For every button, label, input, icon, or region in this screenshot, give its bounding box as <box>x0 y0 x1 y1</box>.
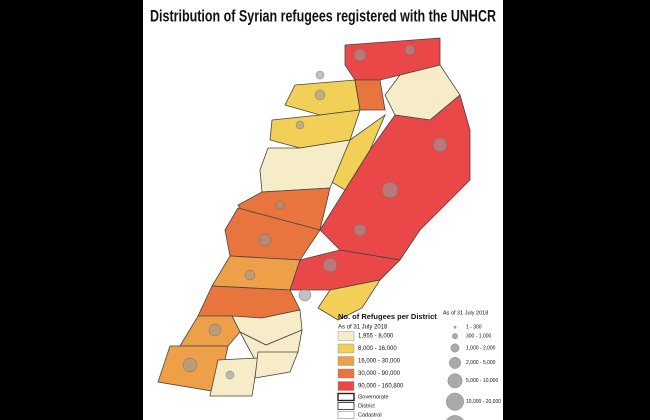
size-label: 1,000 - 2,000 <box>466 345 496 351</box>
district <box>209 357 259 397</box>
district <box>317 279 381 321</box>
refugee-circle <box>315 70 325 80</box>
circle-legend: As of 31 July 2018 1 - 300 300 - 1,000 1,0… <box>443 310 501 420</box>
refugee-circles <box>182 44 448 380</box>
boundary-label: Cadastral <box>358 412 382 418</box>
size-label: 10,000 - 20,000 <box>466 399 501 405</box>
legend-swatch <box>337 331 355 341</box>
district <box>344 37 441 81</box>
refugee-circle <box>314 89 326 101</box>
refugee-circle <box>258 233 272 247</box>
legend-subtitle: As of 31 July 2018 <box>338 325 388 331</box>
district <box>354 79 386 111</box>
legend-swatch <box>337 381 355 391</box>
refugee-circle <box>244 269 256 281</box>
refugee-circle <box>353 48 367 62</box>
size-symbol <box>453 325 457 329</box>
boundary-label: District <box>358 403 375 409</box>
refugee-circle <box>225 370 235 380</box>
size-label: 1 - 300 <box>466 325 482 331</box>
legend-label: 90,000 - 160,800 <box>358 384 404 390</box>
refugee-circle <box>432 137 448 153</box>
title: Distribution of Syrian refugees register… <box>150 7 496 25</box>
refugee-circle <box>182 357 198 373</box>
boundary-swatch <box>337 411 355 419</box>
size-label: 300 - 1,000 <box>466 333 492 339</box>
size-symbol <box>449 356 461 369</box>
refugee-circle <box>381 181 399 199</box>
refugee-circle <box>275 200 285 210</box>
refugee-circle <box>353 223 367 237</box>
size-symbol <box>447 373 463 389</box>
districts <box>157 37 471 397</box>
legend-title: No. of Refugees per District <box>338 312 437 321</box>
legend-label: 16,000 - 30,000 <box>358 359 401 365</box>
legend-swatch <box>337 368 355 379</box>
legend-label: 1,955 - 8,000 <box>358 334 394 340</box>
refugee-circle <box>404 44 416 56</box>
boundary-swatch <box>337 392 355 402</box>
refugee-circle <box>298 288 312 302</box>
size-symbol <box>446 392 464 411</box>
boundary-swatch <box>337 402 355 410</box>
size-symbol <box>446 415 464 420</box>
district <box>254 351 299 379</box>
refugee-circle <box>208 323 222 337</box>
refugee-circle <box>295 120 305 130</box>
boundary-label: Governorate <box>358 394 389 400</box>
size-symbol <box>452 333 458 339</box>
legend-swatch <box>337 356 355 366</box>
size-symbol <box>450 343 460 353</box>
legend-swatch <box>337 343 355 354</box>
circle-legend-title: As of 31 July 2018 <box>443 310 488 316</box>
legend-label: 30,000 - 90,000 <box>358 371 401 377</box>
legend-label: 8,000 - 16,000 <box>358 346 397 352</box>
legend: No. of Refugees per District As of 31 Ju… <box>337 312 437 419</box>
size-label: 2,000 - 5,000 <box>466 360 496 366</box>
refugee-circle <box>322 257 338 273</box>
size-label: 5,000 - 10,000 <box>466 378 498 384</box>
